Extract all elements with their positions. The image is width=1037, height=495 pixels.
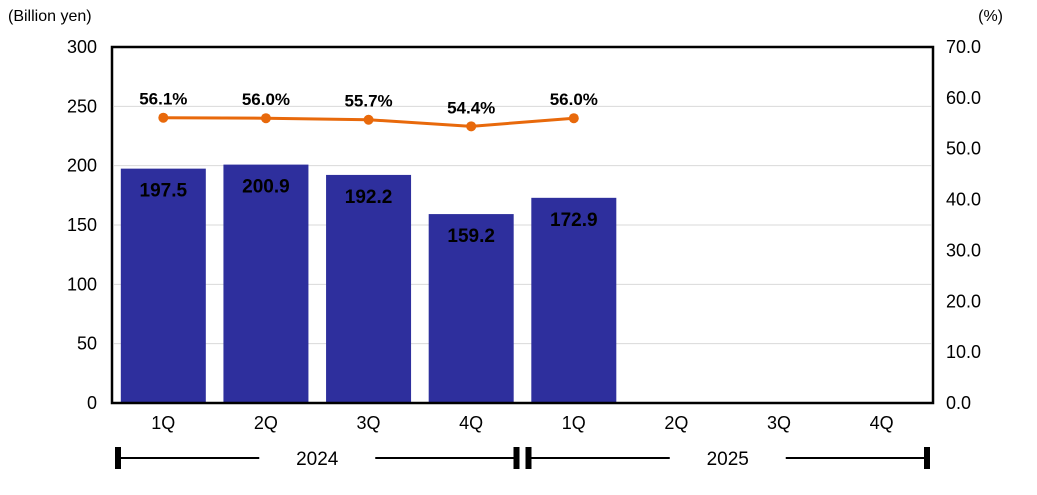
category-label: 3Q — [767, 413, 791, 433]
bar — [531, 197, 617, 403]
percent-label: 54.4% — [447, 98, 495, 117]
right-axis-unit-label: (%) — [978, 8, 1003, 25]
right-axis-tick: 0.0 — [946, 393, 971, 413]
left-axis-tick: 250 — [67, 96, 97, 116]
bar — [428, 214, 514, 403]
left-axis-tick: 150 — [67, 215, 97, 235]
bar — [223, 164, 309, 403]
percent-label: 56.0% — [242, 90, 290, 109]
percent-label: 56.1% — [139, 90, 187, 109]
left-axis-tick: 50 — [77, 334, 97, 354]
line-marker — [260, 113, 271, 124]
bar — [120, 168, 206, 403]
right-axis-tick: 30.0 — [946, 240, 981, 260]
bar — [326, 174, 412, 403]
right-axis-tick: 60.0 — [946, 88, 981, 108]
category-label: 4Q — [870, 413, 894, 433]
category-label: 1Q — [562, 413, 586, 433]
right-axis-tick: 50.0 — [946, 139, 981, 159]
year-label: 2024 — [296, 449, 339, 470]
right-axis-tick: 10.0 — [946, 342, 981, 362]
line-marker — [363, 114, 374, 125]
left-axis-unit-label: (Billion yen) — [8, 8, 92, 25]
bar-value-label: 192.2 — [345, 187, 393, 208]
line-marker — [466, 121, 477, 132]
year-label: 2025 — [707, 449, 749, 470]
category-label: 2Q — [664, 413, 688, 433]
line-marker — [158, 112, 169, 123]
right-axis-tick: 70.0 — [946, 37, 981, 57]
line-marker — [568, 113, 579, 124]
category-label: 1Q — [151, 413, 175, 433]
left-axis-tick: 200 — [67, 156, 97, 176]
right-axis-tick: 40.0 — [946, 190, 981, 210]
left-axis-tick: 0 — [87, 393, 97, 413]
right-axis-tick: 20.0 — [946, 291, 981, 311]
bar-value-label: 200.9 — [242, 177, 290, 198]
bar-value-label: 172.9 — [550, 210, 598, 231]
bar-value-label: 159.2 — [447, 226, 495, 247]
category-label: 2Q — [254, 413, 278, 433]
left-axis-tick: 300 — [67, 37, 97, 57]
percent-label: 56.0% — [550, 90, 598, 109]
category-label: 4Q — [459, 413, 483, 433]
category-label: 3Q — [357, 413, 381, 433]
left-axis-tick: 100 — [67, 274, 97, 294]
bar-value-label: 197.5 — [140, 181, 188, 202]
plot-border — [110, 45, 935, 405]
percent-label: 55.7% — [344, 92, 392, 111]
